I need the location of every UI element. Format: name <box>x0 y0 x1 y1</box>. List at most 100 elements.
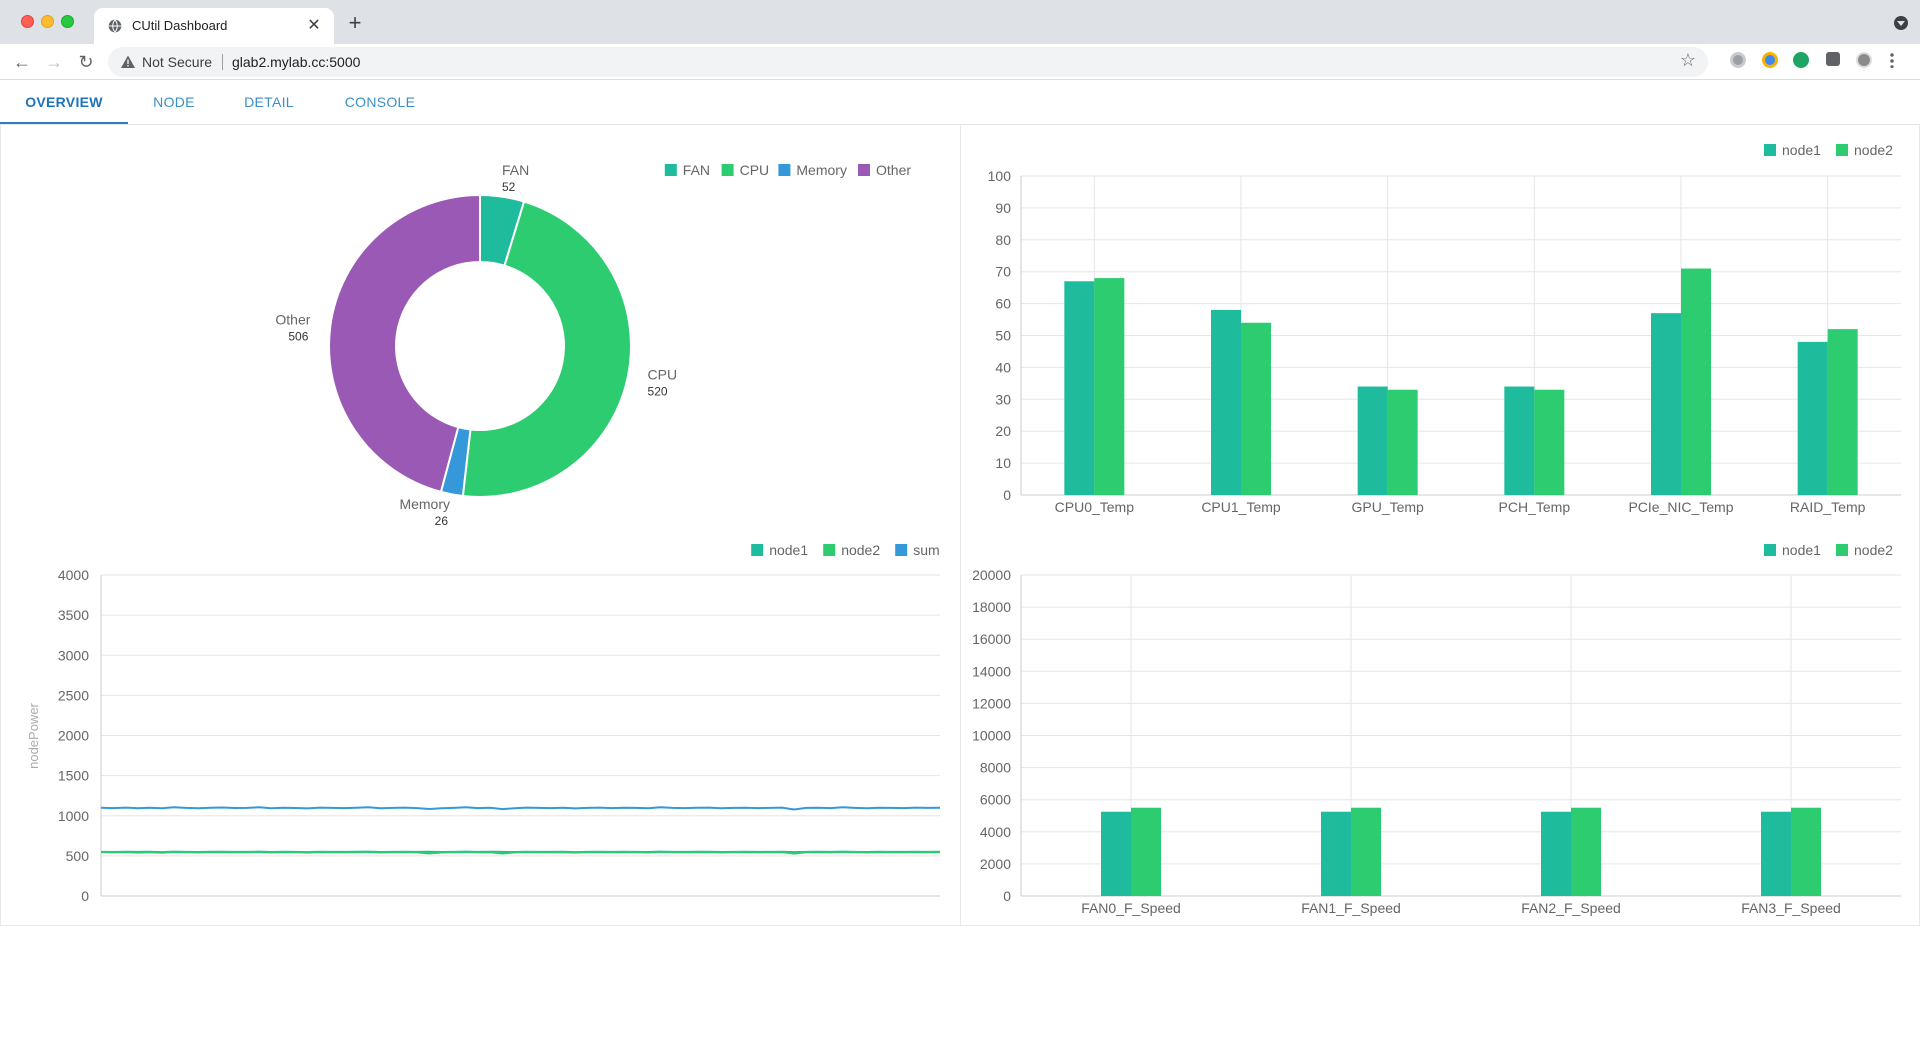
extension-color-icon[interactable] <box>1762 52 1778 68</box>
temp-ytick-10: 10 <box>995 455 1011 471</box>
extensions-puzzle-icon[interactable] <box>1826 52 1840 66</box>
power-ytick-2000: 2000 <box>58 728 89 744</box>
tab-title: CUtil Dashboard <box>132 18 228 33</box>
power-ytick-1000: 1000 <box>58 808 89 824</box>
temp-ytick-100: 100 <box>988 168 1012 184</box>
donut-legend-swatch-other <box>858 164 870 176</box>
fan-legend-node2: node2 <box>1854 542 1893 558</box>
temp-ytick-60: 60 <box>995 296 1011 312</box>
temp-legend-swatch-node2 <box>1836 144 1848 156</box>
reload-icon[interactable]: ↻ <box>78 52 94 72</box>
warning-icon <box>121 55 135 68</box>
security-label[interactable]: Not Secure <box>142 54 213 70</box>
tab-console[interactable]: CONSOLE <box>344 94 416 110</box>
power-ytick-1500: 1500 <box>58 768 89 784</box>
address-bar[interactable]: Not Secure glab2.mylab.cc:5000 ☆ <box>108 47 1708 77</box>
panel-border-left <box>0 125 1 925</box>
panel-border-middle <box>960 125 961 925</box>
temp-bar-pch-temp-node1 <box>1504 386 1535 495</box>
fan-xtick-fan0-f-speed: FAN0_F_Speed <box>1081 900 1181 916</box>
tab-detail[interactable]: DETAIL <box>244 94 294 110</box>
donut-label-memory: Memory <box>399 496 450 512</box>
fan-bar-fan0-f-speed-node2 <box>1131 807 1161 896</box>
temp-ytick-20: 20 <box>995 423 1011 439</box>
power-legend-node1: node1 <box>769 542 808 558</box>
temp-bar-pcie-nic-temp-node1 <box>1651 313 1681 495</box>
temp-ytick-0: 0 <box>1003 487 1011 503</box>
donut-value-other: 506 <box>288 329 308 343</box>
tab-node[interactable]: NODE <box>153 94 195 110</box>
temp-xtick-cpu0-temp: CPU0_Temp <box>1055 499 1135 515</box>
temp-bar-raid-temp-node1 <box>1797 341 1828 495</box>
tab-search-icon[interactable] <box>1894 16 1908 30</box>
url-text[interactable]: glab2.mylab.cc:5000 <box>232 54 361 70</box>
donut-legend-fan: FAN <box>683 162 710 178</box>
donut-value-memory: 26 <box>435 514 449 528</box>
fan-ytick-2000: 2000 <box>980 856 1011 872</box>
globe-icon <box>108 19 122 33</box>
temperature-bar-chart: 0 10 20 30 40 50 60 70 80 90 100 CPU0_Temp CPU1_Temp… <box>988 142 1901 515</box>
browser-menu-icon[interactable] <box>1890 52 1894 68</box>
address-separator <box>222 54 223 70</box>
panel-border-bottom <box>0 925 1920 926</box>
minimize-window-button[interactable] <box>41 15 54 28</box>
temp-bar-cpu1-temp-node2 <box>1241 322 1271 495</box>
temp-ytick-50: 50 <box>995 328 1011 344</box>
temp-bar-cpu0-temp-node1 <box>1064 281 1095 495</box>
temp-bar-pcie-nic-temp-node2 <box>1681 268 1711 495</box>
donut-label-cpu: CPU <box>648 367 678 383</box>
forward-icon[interactable]: → <box>45 52 63 72</box>
close-window-button[interactable] <box>21 15 34 28</box>
temp-legend-node1: node1 <box>1782 142 1821 158</box>
fan-ytick-6000: 6000 <box>980 792 1011 808</box>
temp-ytick-70: 70 <box>995 264 1011 280</box>
tab-overview[interactable]: OVERVIEW <box>25 94 103 110</box>
temp-bar-gpu-temp-node1 <box>1357 386 1388 495</box>
bookmark-star-icon[interactable]: ☆ <box>1679 50 1696 70</box>
fan-bar-fan2-f-speed-node1 <box>1541 811 1571 896</box>
power-ylabel: nodePower <box>26 702 41 768</box>
fan-ytick-8000: 8000 <box>980 760 1011 776</box>
profile-avatar[interactable] <box>1856 52 1872 68</box>
power-legend-swatch-node2 <box>823 544 836 556</box>
fan-xtick-fan1-f-speed: FAN1_F_Speed <box>1301 900 1401 916</box>
power-legend-swatch-node1 <box>751 544 764 556</box>
fan-ytick-0: 0 <box>1003 888 1011 904</box>
donut-slice-other <box>328 193 481 494</box>
temp-xtick-pch-temp: PCH_Temp <box>1499 499 1571 515</box>
temp-bar-cpu0-temp-node2 <box>1094 278 1125 495</box>
node-power-line-chart: 0 500 1000 1500 2000 2500 3000 3500 4000 nodePowe… <box>26 542 941 904</box>
browser-tab[interactable]: CUtil Dashboard ✕ <box>94 8 334 44</box>
fan-legend-swatch-node1 <box>1764 544 1776 556</box>
back-icon[interactable]: ← <box>13 52 31 72</box>
power-breakdown-donut-chart: FAN 52 CPU 520 Memory 26 Other 506 FAN CPU Memory O… <box>275 162 911 528</box>
temp-bar-gpu-temp-node2 <box>1387 389 1418 495</box>
donut-value-fan: 52 <box>502 180 516 194</box>
fan-bar-fan2-f-speed-node2 <box>1571 807 1601 896</box>
close-tab-icon[interactable]: ✕ <box>307 17 321 34</box>
new-tab-button[interactable]: + <box>348 10 362 35</box>
temp-xtick-gpu-temp: GPU_Temp <box>1351 499 1424 515</box>
fan-bar-fan1-f-speed-node1 <box>1321 811 1351 896</box>
power-line-sum <box>100 806 941 811</box>
temp-xtick-cpu1-temp: CPU1_Temp <box>1201 499 1281 515</box>
extension-grey-icon[interactable] <box>1730 52 1746 68</box>
fan-bar-fan0-f-speed-node1 <box>1101 811 1131 896</box>
donut-label-fan: FAN <box>502 162 529 178</box>
app-tab-bar: OVERVIEW NODE DETAIL CONSOLE <box>0 80 1920 125</box>
browser-toolbar: ← → ↻ Not Secure glab2.mylab.cc:5000 ☆ <box>0 44 1920 80</box>
temp-legend-swatch-node1 <box>1764 144 1776 156</box>
power-ytick-500: 500 <box>66 848 90 864</box>
temp-bar-pch-temp-node2 <box>1534 389 1565 495</box>
power-legend-sum: sum <box>913 542 939 558</box>
temp-xtick-pcie-nic-temp: PCIe_NIC_Temp <box>1628 499 1733 515</box>
fan-legend-node1: node1 <box>1782 542 1821 558</box>
donut-legend-cpu: CPU <box>740 162 770 178</box>
maximize-window-button[interactable] <box>61 15 74 28</box>
donut-label-other: Other <box>275 311 310 327</box>
grammarly-icon[interactable] <box>1793 52 1809 68</box>
power-ytick-3500: 3500 <box>58 607 89 623</box>
fan-ytick-4000: 4000 <box>980 824 1011 840</box>
temp-xtick-raid-temp: RAID_Temp <box>1790 499 1866 515</box>
fan-ytick-18000: 18000 <box>972 599 1011 615</box>
